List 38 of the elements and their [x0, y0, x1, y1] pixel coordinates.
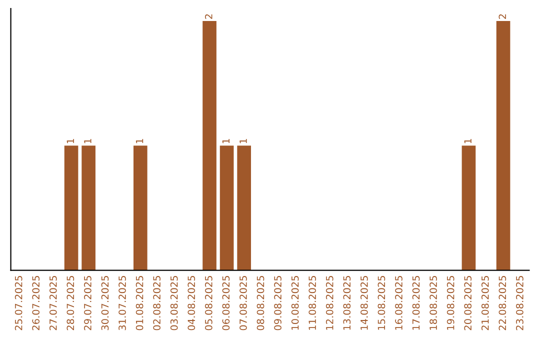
- x-tick-label: 29.07.2025: [84, 276, 92, 330]
- x-tick-label: 30.07.2025: [101, 276, 109, 330]
- x-tick-label: 12.08.2025: [326, 276, 334, 330]
- data-label: 2: [498, 14, 506, 19]
- data-label: 1: [464, 138, 472, 144]
- data-label: 1: [240, 138, 247, 144]
- x-tick-label: 28.07.2025: [66, 276, 74, 330]
- x-tick-label: 19.08.2025: [446, 276, 454, 330]
- x-tick-label: 31.07.2025: [118, 276, 126, 330]
- data-label: 2: [204, 14, 212, 19]
- x-tick-label: 08.08.2025: [256, 276, 264, 330]
- x-tick-label: 17.08.2025: [412, 276, 420, 330]
- x-tick-label: 27.07.2025: [49, 276, 57, 330]
- x-tick-label: 01.08.2025: [136, 276, 144, 330]
- x-tick-label: 14.08.2025: [360, 276, 368, 330]
- data-label: 1: [84, 138, 92, 144]
- data-label: 1: [66, 138, 74, 144]
- x-tick-label: 11.08.2025: [308, 276, 316, 330]
- x-tick-label: 26.07.2025: [32, 276, 40, 330]
- x-tick-label: 21.08.2025: [481, 276, 489, 330]
- x-tick-label: 16.08.2025: [395, 276, 402, 330]
- x-tick-label: 13.08.2025: [343, 276, 351, 330]
- data-label: 1: [222, 138, 230, 144]
- x-tick-label: 22.08.2025: [498, 276, 506, 330]
- x-tick-label: 25.07.2025: [14, 276, 22, 330]
- x-tick-label: 06.08.2025: [222, 276, 230, 330]
- data-label: 1: [136, 138, 144, 144]
- x-tick-label: 20.08.2025: [464, 276, 472, 330]
- x-tick-label: 05.08.2025: [204, 276, 212, 330]
- x-tick-label: 15.08.2025: [378, 276, 386, 330]
- x-tick-label: 23.08.2025: [516, 276, 524, 330]
- x-tick-label: 02.08.2025: [153, 276, 160, 330]
- x-tick-label: 07.08.2025: [240, 276, 247, 330]
- x-tick-label: 18.08.2025: [430, 276, 437, 330]
- x-tick-label: 10.08.2025: [291, 276, 299, 330]
- x-tick-label: 09.08.2025: [274, 276, 282, 330]
- x-tick-label: 04.08.2025: [188, 276, 196, 330]
- x-tick-label: 03.08.2025: [170, 276, 178, 330]
